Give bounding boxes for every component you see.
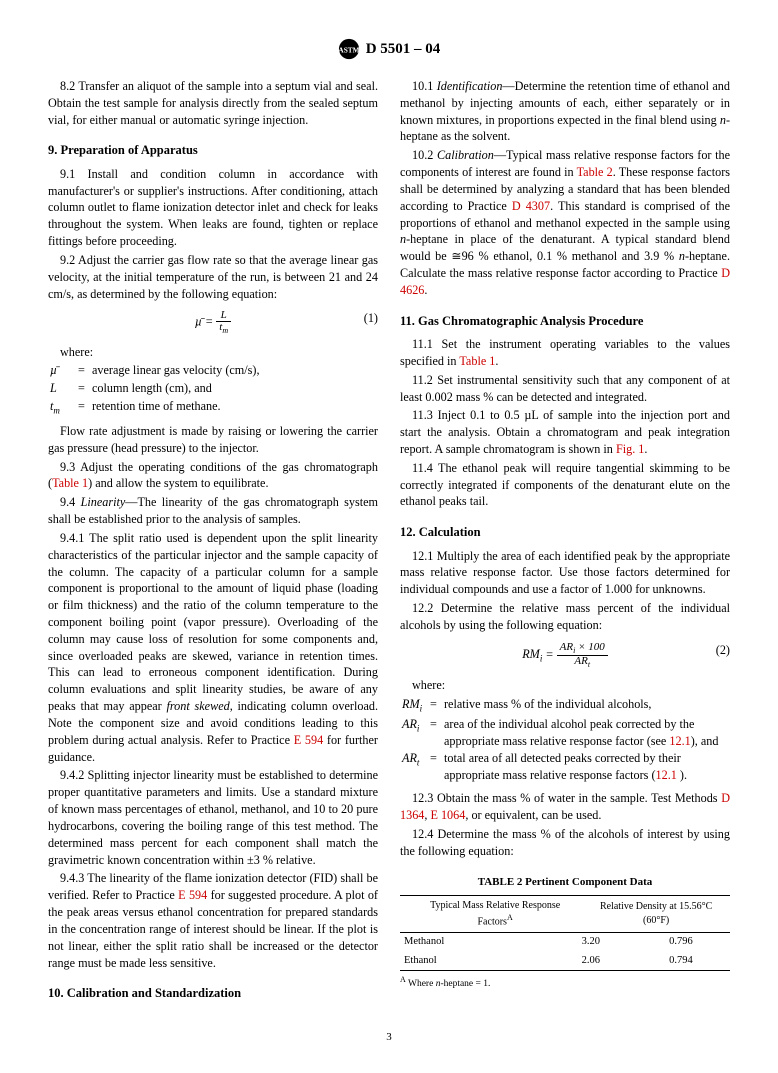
para-8-2: 8.2 Transfer an aliquot of the sample in… [48,78,378,128]
link-table-1b[interactable]: Table 1 [459,354,495,368]
link-12-1-a[interactable]: 12.1 [669,734,690,748]
para-10-2: 10.2 Calibration—Typical mass relative r… [400,147,730,298]
table-2: TABLE 2 Pertinent Component Data Typical… [400,875,730,991]
table-row: Ethanol2.060.794 [400,952,730,970]
para-9-4-2: 9.4.2 Splitting injector linearity must … [48,767,378,868]
section-10-title: 10. Calibration and Standardization [48,985,378,1002]
para-12-2: 12.2 Determine the relative mass percent… [400,600,730,634]
where-label-2: where: [400,677,730,694]
para-11-2: 11.2 Set instrumental sensitivity such t… [400,372,730,406]
equation-2: RMi = ARi × 100ARt (2) [400,642,730,669]
para-9-3: 9.3 Adjust the operating conditions of t… [48,459,378,493]
table-2-col2: Relative Density at 15.56°C (60°F) [582,896,730,933]
variable-list-2: RMi=relative mass % of the individual al… [400,696,730,784]
svg-text:ASTM: ASTM [338,46,359,55]
equation-2-number: (2) [716,642,730,659]
para-9-4: 9.4 Linearity—The linearity of the gas c… [48,494,378,528]
para-9-2: 9.2 Adjust the carrier gas flow rate so … [48,252,378,302]
para-9-2b: Flow rate adjustment is made by raising … [48,423,378,457]
link-table-2[interactable]: Table 2 [577,165,613,179]
para-12-4: 12.4 Determine the mass % of the alcohol… [400,826,730,860]
section-12-title: 12. Calculation [400,524,730,541]
variable-list-1: µ̄=average linear gas velocity (cm/s), L… [48,362,378,417]
link-table-1[interactable]: Table 1 [52,476,88,490]
page-container: ASTM D 5501 – 04 8.2 Transfer an aliquot… [0,0,778,1073]
equation-1-number: (1) [364,310,378,327]
para-11-4: 11.4 The ethanol peak will require tange… [400,460,730,510]
para-9-1: 9.1 Install and condition column in acco… [48,166,378,250]
astm-logo: ASTM [338,38,360,60]
link-fig-1[interactable]: Fig. 1 [616,442,644,456]
table-row: Methanol3.200.796 [400,933,730,951]
equation-1: µ̄ = Ltm (1) [48,310,378,335]
link-e1064[interactable]: E 1064 [430,808,465,822]
para-11-1: 11.1 Set the instrument operating variab… [400,336,730,370]
para-12-3: 12.3 Obtain the mass % of water in the s… [400,790,730,824]
link-d4307[interactable]: D 4307 [512,199,550,213]
para-9-4-1: 9.4.1 The split ratio used is dependent … [48,530,378,766]
table-2-footnote: A Where n-heptane = 1. [400,974,730,991]
designation-text: D 5501 – 04 [366,41,441,58]
section-11-title: 11. Gas Chromatographic Analysis Procedu… [400,313,730,330]
two-column-body: 8.2 Transfer an aliquot of the sample in… [48,78,730,1003]
link-e594-b[interactable]: E 594 [178,888,207,902]
para-10-1: 10.1 Identification—Determine the retent… [400,78,730,145]
section-9-title: 9. Preparation of Apparatus [48,142,378,159]
link-e594-a[interactable]: E 594 [294,733,323,747]
document-header: ASTM D 5501 – 04 [48,38,730,60]
para-12-1: 12.1 Multiply the area of each identifie… [400,548,730,598]
para-11-3: 11.3 Inject 0.1 to 0.5 µL of sample into… [400,407,730,457]
para-9-4-3: 9.4.3 The linearity of the flame ionizat… [48,870,378,971]
table-2-col1: Typical Mass Relative Response FactorsA [408,896,582,933]
table-2-title: TABLE 2 Pertinent Component Data [400,875,730,890]
where-label-1: where: [48,344,378,361]
link-12-1-b[interactable]: 12.1 [656,768,677,782]
